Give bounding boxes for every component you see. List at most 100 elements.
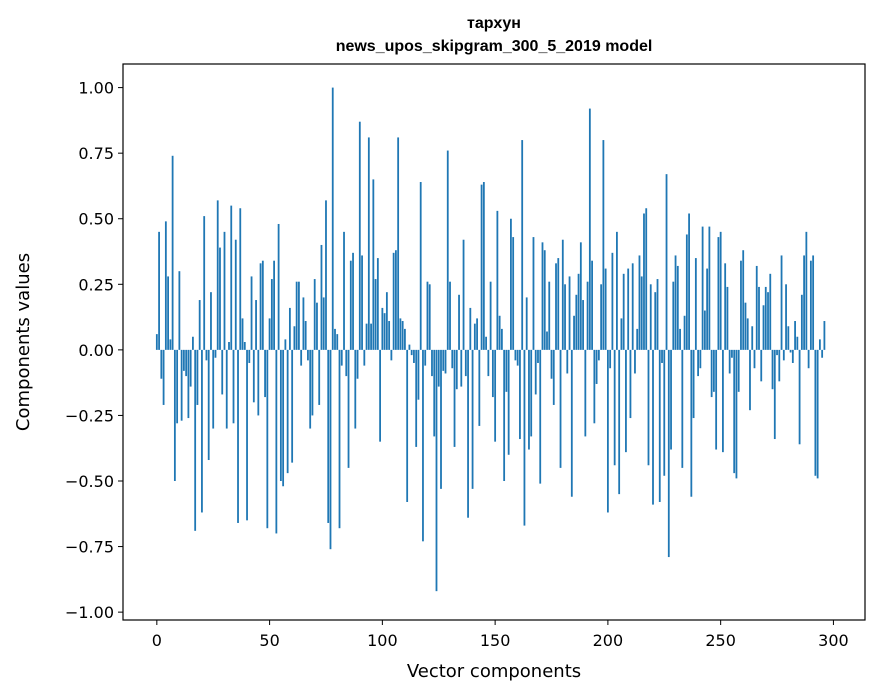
bar — [210, 292, 212, 350]
bar — [408, 344, 411, 350]
x-tick-label: 100 — [367, 631, 398, 650]
bar — [417, 349, 420, 400]
bar — [311, 349, 314, 416]
bar — [591, 260, 593, 350]
bar — [255, 300, 257, 350]
bar — [424, 349, 427, 366]
bar — [259, 263, 262, 350]
bar — [776, 349, 778, 356]
x-tick-label: 0 — [152, 631, 162, 650]
bar — [582, 300, 584, 350]
bar — [640, 276, 643, 350]
y-tick-label: 0.50 — [78, 210, 114, 229]
bar — [778, 349, 781, 382]
bar — [471, 349, 474, 489]
bar — [597, 349, 600, 361]
bar — [394, 250, 397, 350]
bar — [266, 349, 269, 529]
bar — [270, 279, 273, 350]
bar — [510, 218, 512, 350]
bar — [158, 231, 160, 350]
bar — [435, 349, 438, 592]
bar — [690, 349, 693, 497]
bar — [322, 297, 325, 350]
bar — [552, 349, 555, 405]
bar — [616, 231, 618, 350]
bar — [173, 349, 176, 481]
bar — [638, 255, 641, 350]
bar — [171, 155, 174, 350]
bar — [239, 208, 242, 350]
bar — [541, 242, 544, 350]
bar — [751, 326, 754, 350]
bar — [500, 328, 503, 350]
bar — [453, 349, 456, 447]
bar — [361, 255, 363, 350]
bar — [785, 284, 787, 350]
bar — [207, 349, 210, 461]
bar — [782, 349, 785, 361]
bar — [498, 315, 501, 350]
bar — [564, 284, 566, 350]
bar — [404, 328, 406, 350]
bar — [464, 349, 467, 377]
chart-title: тархун — [467, 15, 521, 32]
bar — [719, 231, 722, 350]
bar — [216, 200, 219, 350]
bar — [753, 349, 756, 369]
x-axis: 0 50 100 150 200 250 300 — [152, 620, 849, 650]
bar — [548, 281, 551, 350]
bar — [469, 307, 472, 350]
y-axis-label: Components values — [13, 253, 34, 431]
bar — [812, 255, 815, 350]
bar — [789, 349, 792, 353]
bar — [189, 349, 192, 387]
bar — [347, 349, 350, 468]
bar — [415, 349, 418, 447]
bar — [232, 349, 235, 424]
bar — [507, 349, 510, 455]
bar — [602, 140, 605, 350]
bar — [742, 250, 745, 350]
bar — [717, 237, 720, 350]
bar — [352, 252, 354, 350]
bar — [338, 349, 341, 529]
bar — [740, 260, 742, 350]
bar — [546, 331, 548, 350]
bar — [273, 260, 275, 350]
bar — [162, 349, 165, 405]
bar — [674, 255, 677, 350]
bar — [160, 349, 163, 379]
bar — [176, 349, 179, 424]
bar — [665, 174, 668, 350]
bar — [579, 242, 582, 350]
bar — [805, 231, 808, 350]
bar — [313, 279, 316, 350]
bar — [550, 349, 553, 379]
bar — [248, 349, 251, 363]
bar — [320, 244, 323, 350]
bar — [243, 342, 246, 350]
bar — [309, 349, 312, 429]
bar — [645, 208, 648, 350]
bar — [187, 349, 190, 419]
bar — [327, 349, 330, 523]
bar — [376, 258, 379, 350]
bar — [726, 286, 729, 350]
bar — [514, 349, 517, 361]
bar — [487, 349, 490, 377]
bar — [609, 349, 612, 369]
bar — [539, 349, 542, 484]
bar — [491, 349, 494, 398]
bar — [679, 328, 681, 350]
bar — [455, 349, 458, 390]
bar — [397, 137, 400, 350]
bar — [203, 216, 206, 350]
bar — [252, 349, 255, 403]
bar — [715, 349, 718, 450]
bar — [286, 349, 289, 474]
bar — [699, 349, 702, 369]
bar — [652, 349, 654, 505]
bar — [755, 265, 758, 350]
bar — [762, 305, 765, 350]
